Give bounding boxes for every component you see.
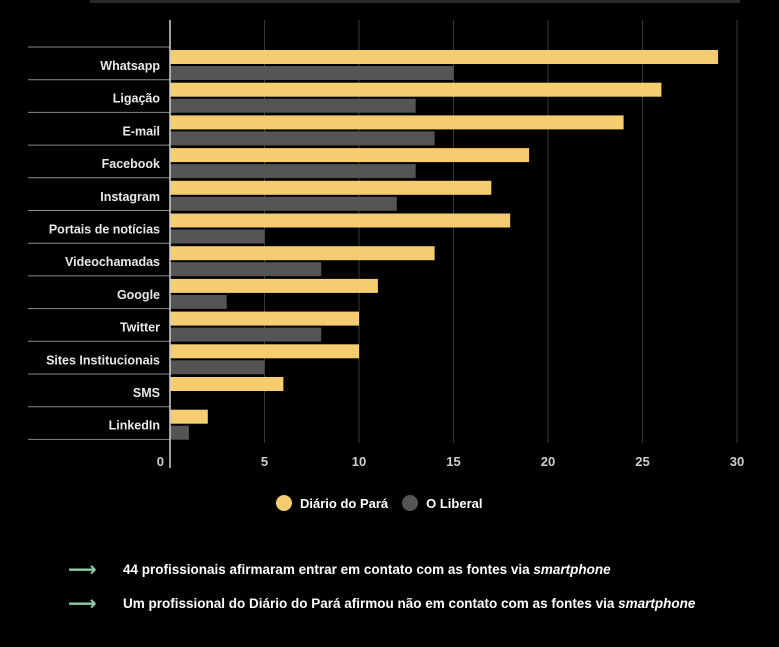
category-label: Sites Institucionais — [46, 353, 160, 367]
note-1-text: 44 profissionais afirmaram entrar em con… — [123, 561, 611, 577]
bar-liberal-6 — [170, 262, 322, 277]
x-tick-label: 25 — [635, 454, 649, 469]
notes: ⟶ 44 profissionais afirmaram entrar em c… — [68, 552, 695, 620]
bar-diario-11 — [170, 409, 208, 424]
category-label: Ligação — [113, 92, 161, 106]
arrow-right-icon: ⟶ — [68, 591, 97, 615]
category-label: Portais de notícias — [49, 223, 160, 237]
bar-diario-8 — [170, 311, 359, 326]
legend-swatch-liberal — [402, 495, 419, 511]
bar-liberal-11 — [170, 425, 189, 440]
legend-swatch-diario — [276, 495, 292, 511]
note-1: ⟶ 44 profissionais afirmaram entrar em c… — [68, 552, 695, 586]
legend-label-diario: Diário do Pará — [300, 495, 389, 511]
bar-liberal-2 — [170, 131, 435, 146]
bar-diario-9 — [170, 344, 359, 359]
category-label: LinkedIn — [109, 419, 160, 433]
legend-label-liberal: O Liberal — [426, 495, 483, 511]
bar-diario-2 — [170, 115, 624, 130]
bar-diario-10 — [170, 377, 284, 391]
category-label: Twitter — [120, 321, 160, 335]
x-tick-label: 10 — [352, 454, 366, 469]
bar-liberal-7 — [170, 294, 227, 309]
bar-diario-5 — [170, 213, 511, 228]
bar-liberal-0 — [170, 66, 454, 80]
x-tick-label: 0 — [157, 454, 164, 469]
category-label: Google — [117, 288, 160, 302]
note-2-text: Um profissional do Diário do Pará afirmo… — [123, 595, 696, 611]
arrow-right-icon: ⟶ — [68, 557, 97, 581]
x-tick-label: 5 — [261, 454, 268, 469]
bar-diario-1 — [170, 82, 662, 97]
note-2: ⟶ Um profissional do Diário do Pará afir… — [68, 586, 695, 620]
legend-item-liberal[interactable]: O Liberal — [402, 495, 483, 511]
bar-chart: 0 5 10 15 20 25 30 Whatsapp Ligação E-mail Faceboo… — [28, 20, 744, 469]
bar-diario-3 — [170, 148, 530, 163]
bar-diario-0 — [170, 50, 719, 64]
legend: Diário do Pará O Liberal — [276, 495, 489, 511]
bar-liberal-3 — [170, 164, 416, 179]
bar-diario-4 — [170, 180, 492, 195]
category-label: Videochamadas — [65, 255, 160, 269]
category-label: Facebook — [102, 157, 160, 171]
bar-diario-7 — [170, 278, 378, 293]
x-tick-label: 20 — [541, 454, 555, 469]
category-label: Instagram — [100, 190, 160, 204]
x-tick-label: 15 — [446, 454, 460, 469]
bar-liberal-9 — [170, 360, 265, 375]
top-strip — [90, 0, 740, 3]
bar-diario-6 — [170, 246, 435, 261]
bar-liberal-8 — [170, 327, 322, 342]
bar-liberal-4 — [170, 196, 397, 211]
x-tick-label: 30 — [730, 454, 744, 469]
category-label: SMS — [133, 386, 160, 400]
category-label: E-mail — [122, 124, 160, 138]
bar-liberal-1 — [170, 98, 416, 113]
category-label: Whatsapp — [100, 59, 160, 73]
legend-item-diario[interactable]: Diário do Pará — [276, 495, 388, 511]
bar-liberal-5 — [170, 229, 265, 244]
